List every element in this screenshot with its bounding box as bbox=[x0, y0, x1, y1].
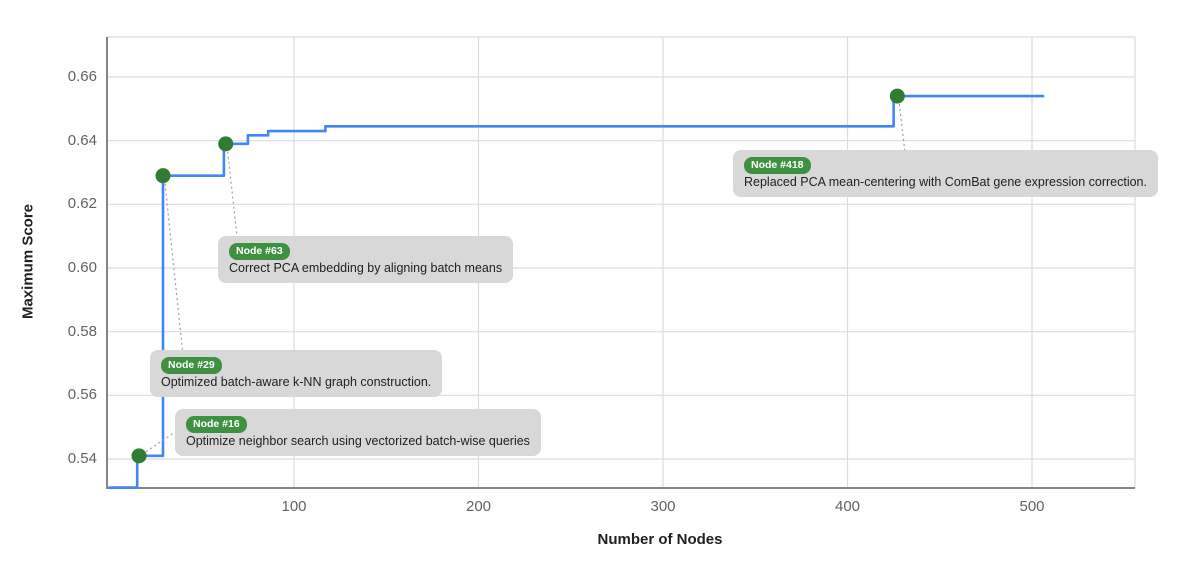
annotation-node-badge: Node #29 bbox=[161, 357, 222, 374]
y-tick-label: 0.64 bbox=[67, 131, 97, 149]
data-point-marker[interactable] bbox=[155, 168, 171, 184]
x-tick-label: 300 bbox=[650, 498, 676, 515]
score-step-line bbox=[108, 94, 1045, 489]
x-tick-label: 200 bbox=[465, 498, 492, 515]
annotation-connector bbox=[227, 151, 238, 237]
annotation-text: Optimized batch-aware k-NN graph constru… bbox=[161, 375, 432, 389]
y-tick-label: 0.54 bbox=[67, 449, 97, 467]
annotation-connector bbox=[145, 431, 176, 453]
annotation-text: Optimize neighbor search using vectorize… bbox=[186, 434, 530, 448]
data-point-marker[interactable] bbox=[889, 88, 905, 104]
annotation-node-badge: Node #418 bbox=[744, 157, 811, 174]
x-tick-label: 400 bbox=[834, 498, 861, 515]
annotation-tooltip: Node #29 Optimized batch-aware k-NN graph… bbox=[150, 350, 443, 397]
annotation-connector bbox=[898, 104, 906, 151]
x-axis-title: Number of Nodes bbox=[597, 531, 723, 548]
annotation-tooltip: Node #63 Correct PCA embedding by alignin… bbox=[218, 236, 514, 283]
annotation-text: Correct PCA embedding by aligning batch … bbox=[229, 261, 503, 275]
annotation-tooltip: Node #418 Replaced PCA mean-centering wit… bbox=[733, 150, 1158, 197]
x-tick-label: 100 bbox=[281, 498, 307, 515]
y-axis-title: Maximum Score bbox=[19, 203, 37, 320]
annotation-node-badge: Node #16 bbox=[186, 416, 247, 433]
y-tick-label: 0.56 bbox=[67, 386, 97, 404]
x-tick-label: 500 bbox=[1019, 498, 1045, 515]
y-tick-label: 0.58 bbox=[67, 322, 97, 340]
data-point-marker[interactable] bbox=[131, 448, 147, 464]
data-point-marker[interactable] bbox=[218, 136, 234, 152]
y-tick-label: 0.66 bbox=[67, 68, 97, 85]
y-tick-label: 0.60 bbox=[67, 258, 97, 276]
annotation-connector bbox=[164, 183, 184, 351]
y-tick-label: 0.62 bbox=[67, 195, 97, 213]
annotation-node-badge: Node #63 bbox=[229, 243, 290, 260]
annotation-tooltip: Node #16 Optimize neighbor search using v… bbox=[175, 409, 541, 456]
annotation-text: Replaced PCA mean-centering with ComBat … bbox=[744, 175, 1147, 189]
